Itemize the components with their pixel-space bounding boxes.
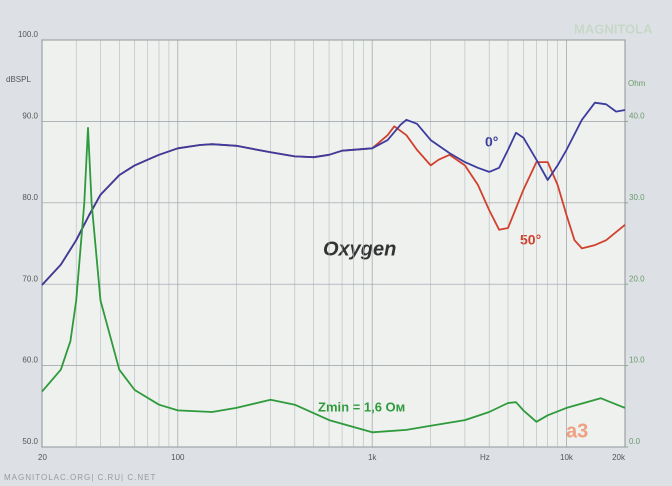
- y-tick-label: 80.0: [22, 193, 38, 202]
- y-tick-label: 70.0: [22, 274, 38, 283]
- plot-layer: 20 100 1k 10k 20k 50.0 60.0 70.0 80.0 90.0 100.0 0.…: [18, 30, 645, 462]
- y-tick-label: 100.0: [18, 30, 39, 39]
- x-axis-label: Hz: [480, 453, 490, 462]
- y-tick-label: 90.0: [22, 112, 38, 121]
- watermark: MAGNITOLA: [574, 21, 653, 36]
- annotation: Zmin = 1,6 Ом: [318, 399, 405, 414]
- x-tick-label: 1k: [368, 453, 377, 462]
- y2-tick-label: 0.0: [629, 437, 641, 446]
- logo: a3: [566, 420, 588, 442]
- y2-tick-label: 10.0: [629, 356, 645, 365]
- y-tick-label: 60.0: [22, 356, 38, 365]
- plot-area: [41, 39, 626, 448]
- series-line: [41, 101, 626, 286]
- series-label: 0°: [485, 134, 498, 150]
- x-tick-label: 20k: [612, 453, 626, 462]
- x-tick-label: 100: [171, 453, 185, 462]
- footer: MAGNITOLAC.ORG| C.RU| C.NET: [4, 473, 156, 482]
- y2-tick-label: 30.0: [629, 193, 645, 202]
- chart-title: Oxygen: [323, 238, 396, 260]
- y-axis-label: dBSPL: [6, 75, 31, 84]
- series-label: 50°: [520, 232, 541, 248]
- y2-tick-label: 20.0: [629, 274, 645, 283]
- x-tick-label: 20: [38, 453, 47, 462]
- y2-tick-label: 40.0: [629, 112, 645, 121]
- series-line: [41, 127, 626, 434]
- y-tick-label: 50.0: [22, 437, 38, 446]
- x-tick-label: 10k: [560, 453, 574, 462]
- y2-axis-label: Ohm: [628, 79, 646, 88]
